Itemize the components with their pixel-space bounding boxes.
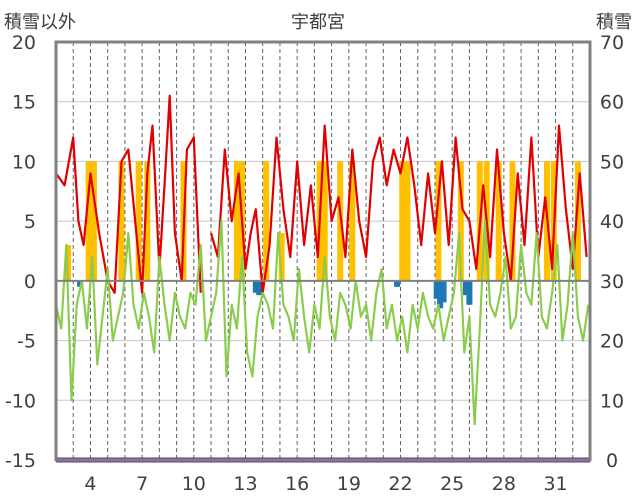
x-tick-label: 4 [84, 473, 96, 495]
sunshine-bar [574, 161, 581, 281]
sunshine-bar [509, 161, 516, 281]
sunshine-bar [435, 161, 442, 281]
left-tick-label: -10 [5, 390, 36, 412]
left-tick-label: 10 [12, 151, 36, 173]
sunshine-bar [278, 233, 285, 281]
precip-bar [256, 280, 263, 296]
sunshine-bar [263, 161, 270, 281]
precip-bar [466, 280, 473, 305]
precip-bar [394, 280, 401, 287]
right-tick-label: 60 [600, 92, 624, 114]
right-tick-label: 50 [600, 151, 624, 173]
left-tick-label: -5 [17, 331, 36, 353]
left-tick-label: 0 [24, 271, 36, 293]
right-tick-label: 40 [600, 211, 624, 233]
left-tick-label: 20 [12, 32, 36, 54]
right-tick-label: 0 [606, 450, 618, 472]
right-tick-label: 70 [600, 32, 624, 54]
temp_max-line [55, 94, 202, 294]
sunshine-bar [135, 161, 142, 281]
left-tick-label: -15 [5, 450, 36, 472]
left-axis-label: 積雪以外 [4, 12, 76, 33]
left-tick-label: 5 [24, 211, 36, 233]
right-tick-label: 20 [600, 331, 624, 353]
x-tick-label: 13 [233, 473, 257, 495]
temp_min-line [54, 220, 590, 426]
precip-bar [440, 280, 447, 303]
temp_max-line [209, 124, 588, 294]
right-axis-label: 積雪 [596, 12, 632, 33]
right-tick-label: 10 [600, 390, 624, 412]
x-tick-label: 31 [543, 473, 567, 495]
sunshine-bar [118, 161, 125, 281]
sunshine-bar [90, 161, 97, 281]
sunshine-bar [65, 245, 72, 281]
sunshine-bar [399, 161, 406, 281]
x-tick-label: 22 [388, 473, 412, 495]
x-tick-label: 10 [182, 473, 206, 495]
plot-frame [54, 40, 592, 462]
sunshine-bar [404, 161, 411, 281]
right-tick-label: 30 [600, 271, 624, 293]
precip-bar [252, 280, 259, 293]
sunshine-bar [144, 161, 151, 281]
sunshine-bar [233, 161, 240, 281]
sunshine-bar [85, 161, 92, 281]
sunshine-bar [495, 161, 502, 281]
sunshine-bar [349, 161, 356, 281]
chart-title: 宇都宮 [291, 12, 345, 33]
x-tick-label: 28 [492, 473, 516, 495]
precip-bar [433, 280, 440, 299]
sunshine-bar [457, 161, 464, 281]
x-tick-label: 16 [285, 473, 309, 495]
precip-bar [462, 280, 469, 296]
x-tick-label: 7 [136, 473, 148, 495]
left-tick-label: 15 [12, 92, 36, 114]
precip-bar [437, 280, 444, 309]
sunshine-bar [321, 161, 328, 281]
x-tick-label: 25 [440, 473, 464, 495]
x-tick-label: 19 [337, 473, 361, 495]
